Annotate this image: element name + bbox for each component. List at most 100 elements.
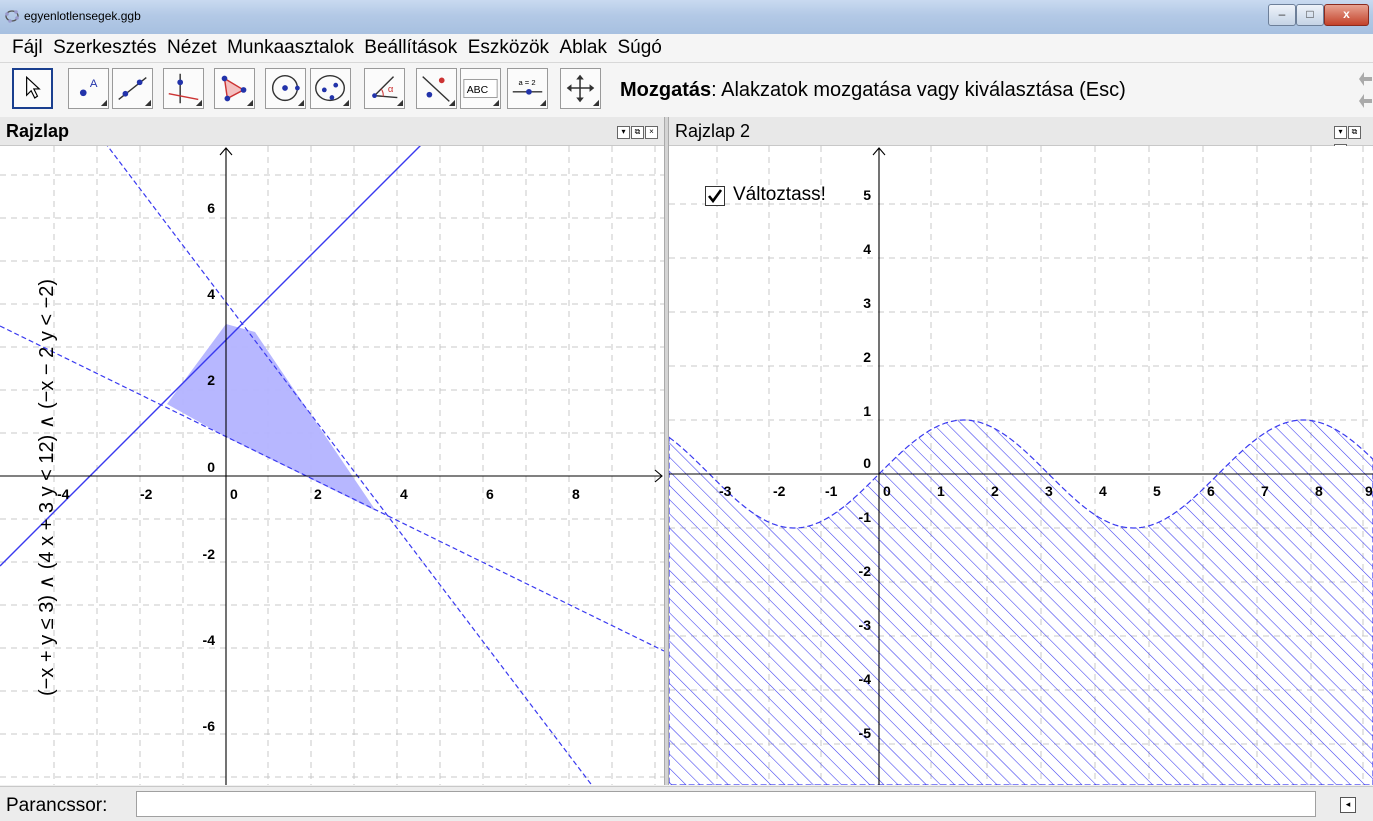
menu-tools[interactable]: Eszközök bbox=[467, 37, 550, 58]
geogebra-app-icon bbox=[5, 10, 19, 23]
undo-redo-icons[interactable] bbox=[1358, 69, 1373, 113]
y-tick-label: 3 bbox=[863, 295, 871, 311]
reflect-icon bbox=[422, 76, 450, 102]
tool-help-text: Mozgatás: Alakzatok mozgatása vagy kivál… bbox=[620, 79, 1126, 102]
conic-tool-button[interactable]: ◢ bbox=[310, 68, 351, 109]
x-tick-labels: -4 -2 0 2 4 6 8 bbox=[57, 486, 580, 502]
checkbox-label: Változtass! bbox=[733, 184, 826, 205]
x-tick-label: 6 bbox=[1207, 483, 1215, 499]
graphics-view-title: Rajzlap bbox=[6, 121, 70, 141]
minimize-button[interactable]: – bbox=[1268, 4, 1296, 26]
menu-options[interactable]: Beállítások bbox=[364, 37, 458, 58]
y-tick-label: 1 bbox=[863, 403, 871, 419]
y-tick-label: -2 bbox=[859, 563, 872, 579]
x-tick-label: -2 bbox=[140, 486, 153, 502]
panel-undock-icon[interactable]: ⧉ bbox=[631, 126, 644, 139]
text-icon: ABC bbox=[463, 78, 498, 99]
graphics-view-2-header: Rajzlap 2 ▾⧉× bbox=[669, 117, 1373, 157]
graphics-view-2-title: Rajzlap 2 bbox=[675, 121, 751, 141]
y-tick-label: -6 bbox=[203, 718, 216, 734]
x-tick-label: -4 bbox=[57, 486, 70, 502]
reflect-tool-button[interactable]: ◢ bbox=[416, 68, 457, 109]
x-tick-label: 1 bbox=[937, 483, 945, 499]
circle-tool-button[interactable]: ◢ bbox=[265, 68, 306, 109]
x-tick-label: 3 bbox=[1045, 483, 1053, 499]
panel-close-icon[interactable]: × bbox=[645, 126, 658, 139]
x-tick-label: 2 bbox=[314, 486, 322, 502]
menu-file[interactable]: Fájl bbox=[12, 37, 43, 58]
x-tick-label: -1 bbox=[825, 483, 838, 499]
title-bar: egyenlotlensegek.ggb – □ x bbox=[0, 0, 1373, 34]
axes-2 bbox=[669, 147, 1373, 785]
close-button[interactable]: x bbox=[1324, 4, 1369, 26]
polygon-tool-button[interactable]: ◢ bbox=[214, 68, 255, 109]
slider-icon: a = 2 bbox=[512, 78, 543, 95]
checkbox-box[interactable] bbox=[705, 186, 725, 206]
y-tick-labels: 6 4 2 0 -2 -4 -6 bbox=[203, 200, 216, 734]
toolbar: A ◢ ◢ ◢ ◢ ◢ ◢ α ◢ ◢ ABC ◢ a = 2 ◢ ◢ Mozgatás… bbox=[0, 63, 1373, 117]
svg-text:α: α bbox=[388, 84, 394, 95]
x-tick-label: 8 bbox=[1315, 483, 1323, 499]
perpendicular-line-icon bbox=[168, 73, 199, 104]
graphics-view[interactable]: -4 -2 0 2 4 6 8 6 4 2 0 -2 -4 -6 (−x + y… bbox=[0, 146, 664, 785]
arrow-cursor-icon bbox=[26, 75, 41, 99]
panel-controls: ▾ ⧉ × bbox=[616, 121, 658, 139]
slider-tool-button[interactable]: a = 2 ◢ bbox=[507, 68, 548, 109]
move-view-icon bbox=[566, 74, 595, 103]
x-tick-label: 4 bbox=[1099, 483, 1107, 499]
x-tick-label: 7 bbox=[1261, 483, 1269, 499]
panel-2-undock-icon[interactable]: ⧉ bbox=[1348, 126, 1361, 139]
move-view-tool-button[interactable]: ◢ bbox=[560, 68, 601, 109]
grid bbox=[0, 146, 664, 785]
y-tick-label: -3 bbox=[859, 617, 872, 633]
checkmark-icon bbox=[707, 189, 723, 204]
menu-help[interactable]: Súgó bbox=[617, 37, 662, 58]
panel-menu-icon[interactable]: ▾ bbox=[617, 126, 630, 139]
x-tick-label: 9 bbox=[1365, 483, 1373, 499]
x-tick-label: 8 bbox=[572, 486, 580, 502]
y-tick-label: 4 bbox=[863, 241, 871, 257]
y-tick-label: 2 bbox=[207, 372, 215, 388]
y-tick-label: -4 bbox=[203, 632, 216, 648]
text-tool-button[interactable]: ABC ◢ bbox=[460, 68, 501, 109]
menu-window[interactable]: Ablak bbox=[559, 37, 607, 58]
x-tick-label: 5 bbox=[1153, 483, 1161, 499]
circle-icon bbox=[271, 74, 300, 102]
feasible-region[interactable] bbox=[167, 324, 376, 511]
angle-tool-button[interactable]: α ◢ bbox=[364, 68, 405, 109]
move-tool-button[interactable] bbox=[12, 68, 53, 109]
perpendicular-tool-button[interactable]: ◢ bbox=[163, 68, 204, 109]
x-tick-label: 6 bbox=[486, 486, 494, 502]
x-tick-label: -3 bbox=[719, 483, 732, 499]
graphics-view-header: Rajzlap ▾ ⧉ × bbox=[0, 117, 664, 146]
menu-edit[interactable]: Szerkesztés bbox=[53, 37, 157, 58]
graphics-view-2[interactable]: -3 -2 -1 0 1 2 3 4 5 6 7 8 9 5 4 3 2 1 0… bbox=[669, 146, 1373, 785]
x-tick-label: -2 bbox=[773, 483, 786, 499]
y-tick-label: 0 bbox=[207, 459, 215, 475]
x-tick-labels-2: -3 -2 -1 0 1 2 3 4 5 6 7 8 9 bbox=[719, 483, 1373, 499]
angle-icon: α bbox=[372, 76, 398, 99]
svg-text:a = 2: a = 2 bbox=[518, 78, 535, 87]
point-icon: A bbox=[79, 78, 98, 97]
y-tick-label: -2 bbox=[203, 546, 216, 562]
x-tick-label: 4 bbox=[400, 486, 408, 502]
menu-perspectives[interactable]: Munkaasztalok bbox=[227, 37, 354, 58]
maximize-button[interactable]: □ bbox=[1296, 4, 1324, 26]
y-tick-label: 2 bbox=[863, 349, 871, 365]
panel-2-controls: ▾⧉× bbox=[1333, 121, 1373, 157]
menu-view[interactable]: Nézet bbox=[167, 37, 217, 58]
inequality-formula-label[interactable]: (−x + y ≤ 3) ∧ (4 x + 3 y < 12) ∧ (−x − … bbox=[36, 279, 58, 696]
input-help-icon[interactable]: ◂ bbox=[1340, 797, 1356, 813]
line-tool-button[interactable]: ◢ bbox=[112, 68, 153, 109]
panel-2-menu-icon[interactable]: ▾ bbox=[1334, 126, 1347, 139]
svg-text:ABC: ABC bbox=[467, 85, 489, 96]
y-tick-label: -4 bbox=[859, 671, 872, 687]
svg-text:A: A bbox=[90, 78, 98, 90]
line-icon bbox=[118, 77, 147, 100]
point-tool-button[interactable]: A ◢ bbox=[68, 68, 109, 109]
y-tick-label: 5 bbox=[863, 187, 871, 203]
hatched-region[interactable] bbox=[669, 419, 1373, 785]
panel-divider[interactable] bbox=[664, 117, 669, 785]
tool-help-description: : Alakzatok mozgatása vagy kiválasztása … bbox=[711, 79, 1126, 101]
command-input[interactable] bbox=[136, 791, 1316, 817]
